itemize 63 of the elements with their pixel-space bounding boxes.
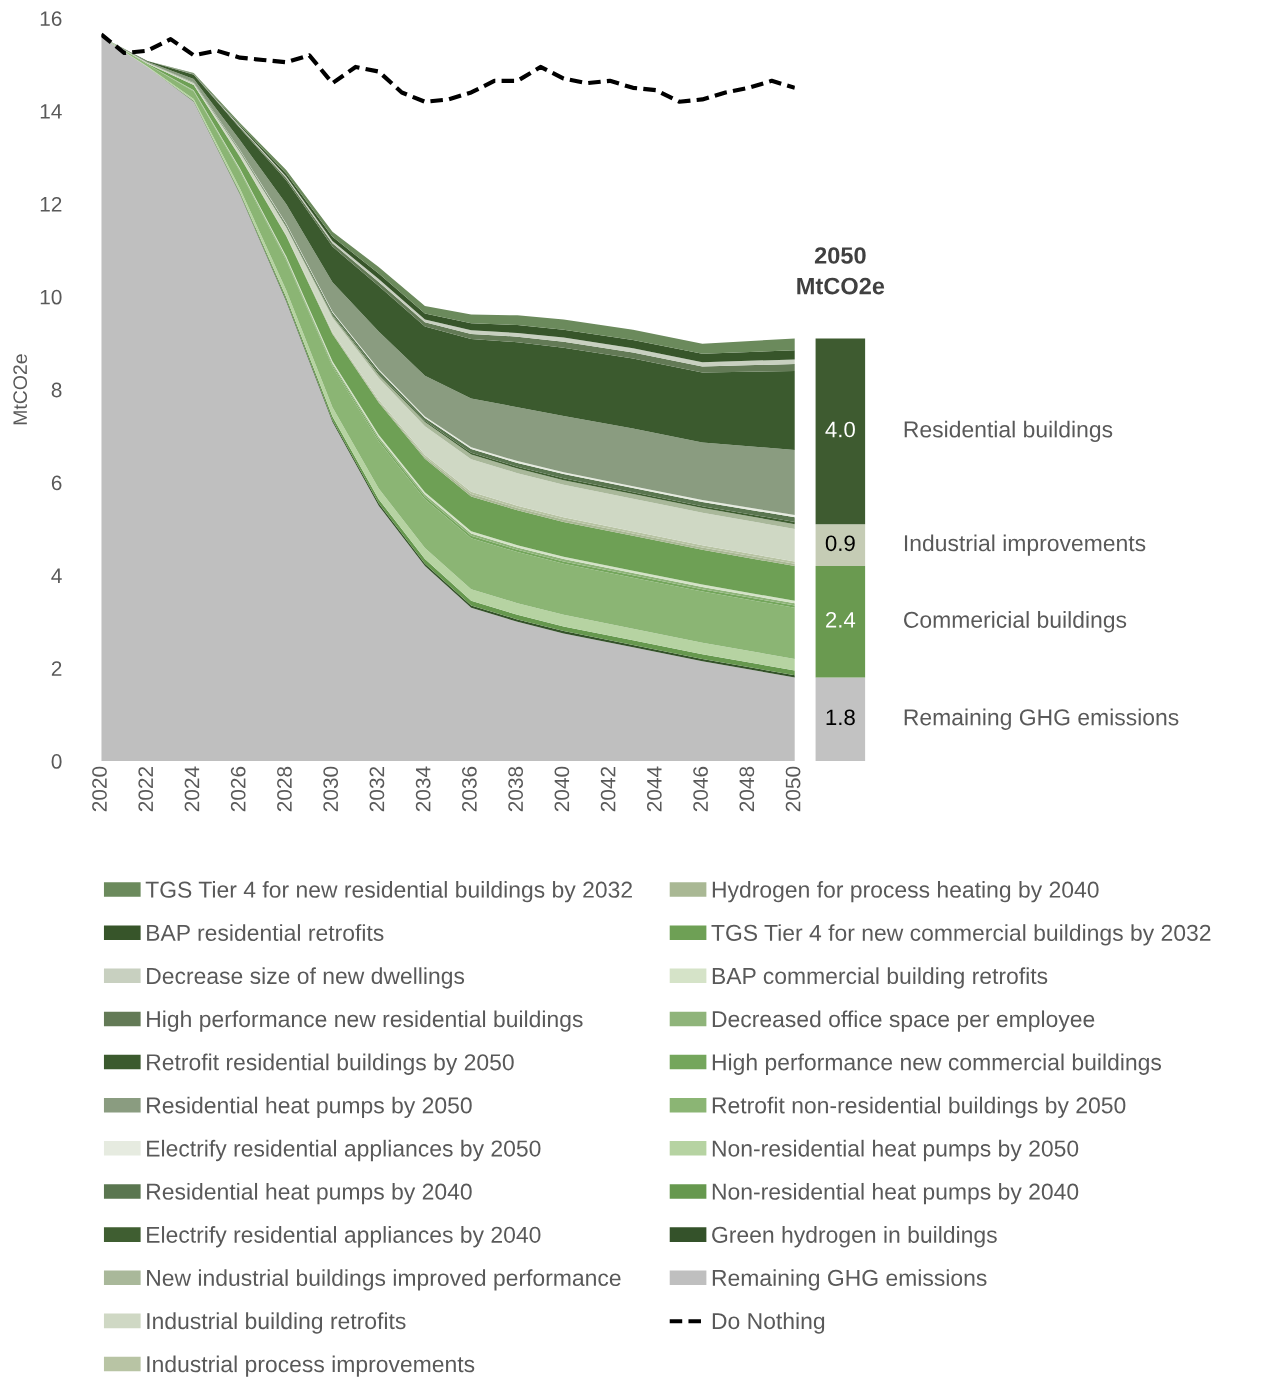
- y-tick-label: 0: [51, 754, 62, 769]
- y-tick-label: 2: [51, 661, 62, 676]
- x-tick-label: 2048: [739, 766, 755, 812]
- data-label: 0.9: [825, 535, 855, 552]
- data-label: 2.4: [826, 612, 856, 628]
- data-label: 4.0: [825, 421, 855, 438]
- x-tick-label: 2040: [554, 766, 570, 812]
- series-label: Residential buildings: [904, 420, 1113, 443]
- y-tick-label: 8: [51, 382, 62, 398]
- x-tick-label: 2024: [184, 766, 200, 812]
- series-label: Industrial improvements: [904, 534, 1146, 556]
- x-tick-label: 2050: [785, 766, 801, 812]
- legend-label: Green hydrogen in buildings: [712, 1226, 997, 1248]
- line-series: [101, 32, 795, 104]
- legend-label: TGS Tier 4 for new commercial buildings by 2032: [711, 924, 1211, 946]
- legend-label: Residential heat pumps by 2040: [147, 1182, 472, 1205]
- x-tick-label: 2036: [462, 766, 477, 812]
- x-tick-label: 2030: [323, 766, 339, 812]
- y-tick-label: 6: [51, 475, 62, 491]
- series-label: Remaining GHG emissions: [904, 708, 1179, 730]
- legend-label: Remaining GHG emissions: [712, 1269, 987, 1291]
- x-tick-label: 2046: [693, 766, 708, 812]
- data-label: 1.8: [826, 709, 855, 726]
- legend-label: Non-residential heat pumps by 2050: [712, 1139, 1079, 1162]
- legend-label: High performance new commercial buildings: [712, 1053, 1162, 1075]
- legend-label: Retrofit non-residential buildings by 2050: [712, 1096, 1126, 1119]
- x-tick-label: 2034: [415, 766, 431, 812]
- text: 2050 MtCO2e: [797, 247, 885, 295]
- y-axis-title: MtCO2e: [13, 354, 28, 425]
- y-tick-label: 14: [40, 104, 62, 119]
- legend-label: Decreased office space per employee: [712, 1010, 1095, 1032]
- legend-label: Non-residential heat pumps by 2040: [712, 1182, 1079, 1205]
- x-tick-label: 2038: [508, 766, 524, 812]
- legend-label: Hydrogen for process heating by 2040: [712, 881, 1099, 903]
- x-tick-label: 2022: [138, 766, 154, 812]
- legend-label: Electrify residential appliances by 2050: [147, 1139, 541, 1162]
- legend-label: High performance new residential buildings: [147, 1010, 583, 1032]
- x-tick-label: 2032: [369, 766, 385, 812]
- y-tick-label: 4: [51, 568, 62, 583]
- x-tick-label: 2028: [277, 766, 292, 812]
- bar: [815, 338, 866, 525]
- y-tick-label: 16: [40, 11, 62, 26]
- legend-label: Residential heat pumps by 2050: [147, 1096, 472, 1119]
- y-tick-label: 12: [40, 196, 62, 212]
- legend-label: New industrial buildings improved performance: [147, 1269, 621, 1291]
- x-tick-label: 2042: [600, 766, 616, 812]
- bar: [815, 677, 866, 762]
- legend-label: TGS Tier 4 for new residential buildings by 2032: [145, 881, 632, 903]
- bar: [815, 524, 866, 567]
- series-label: Commericial buildings: [904, 611, 1127, 633]
- legend-label: Do Nothing: [712, 1312, 825, 1334]
- legend-label: Decrease size of new dwellings: [147, 967, 465, 989]
- x-tick-label: 2026: [230, 766, 246, 812]
- legend-label: BAP residential retrofits: [147, 924, 384, 941]
- x-tick-label: 2044: [646, 766, 662, 812]
- bar: [815, 566, 866, 678]
- legend-label: Industrial process improvements: [147, 1355, 475, 1377]
- y-tick-label: 10: [40, 289, 62, 305]
- x-tick-label: 2020: [92, 766, 107, 812]
- legend-label: Industrial building retrofits: [147, 1312, 406, 1334]
- legend-label: Retrofit residential buildings by 2050: [147, 1053, 514, 1075]
- legend-label: BAP commercial building retrofits: [712, 967, 1048, 989]
- legend-label: Electrify residential appliances by 2040: [147, 1226, 541, 1248]
